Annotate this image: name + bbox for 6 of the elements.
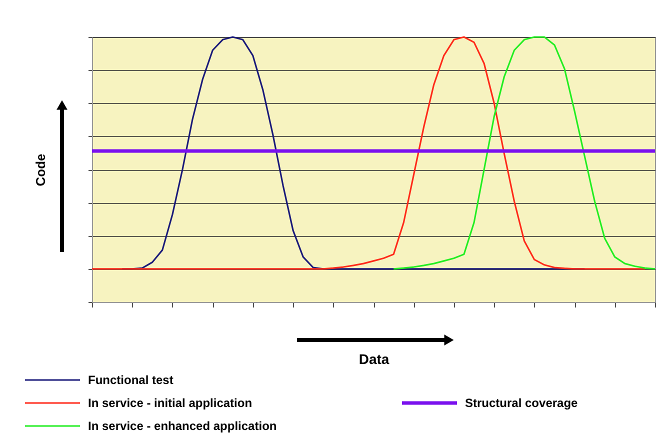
x-axis-title: Data <box>358 351 390 367</box>
legend-label: In service - initial application <box>88 396 252 410</box>
legend-label: Structural coverage <box>465 396 578 410</box>
y-axis-title: Code <box>33 154 48 186</box>
legend-label: Functional test <box>88 373 174 387</box>
legend-label: In service - enhanced application <box>88 419 277 433</box>
